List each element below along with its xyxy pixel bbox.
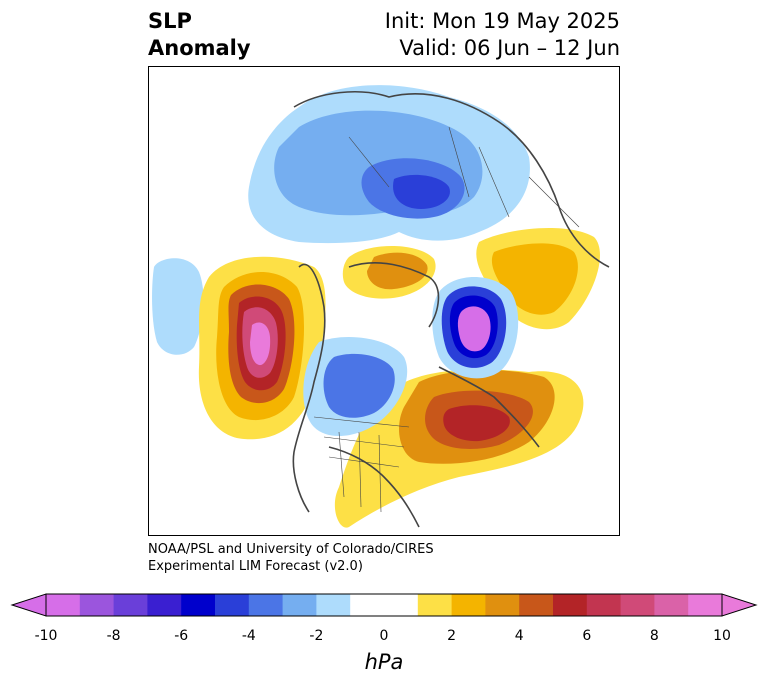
political-borders bbox=[313, 126, 580, 513]
colorbar-swatch bbox=[688, 594, 723, 616]
negative-anomaly-barents-core bbox=[457, 306, 491, 352]
colorbar-swatch bbox=[553, 594, 588, 616]
colorbar-arrow-left bbox=[10, 593, 47, 617]
colorbar-tick-label: 8 bbox=[649, 628, 659, 644]
valid-range: Valid: 06 Jun – 12 Jun bbox=[399, 36, 620, 60]
colorbar-arrow-right bbox=[721, 593, 758, 617]
title-right: Init: Mon 19 May 2025 Valid: 06 Jun – 12… bbox=[385, 8, 620, 62]
map-panel bbox=[148, 66, 620, 536]
anomaly-map bbox=[152, 85, 610, 528]
colorbar bbox=[10, 593, 758, 617]
positive-anomaly-pacific-core bbox=[250, 322, 271, 366]
colorbar-swatch bbox=[586, 594, 622, 616]
colorbar-swatch bbox=[417, 594, 453, 616]
colorbar-swatch bbox=[654, 594, 689, 616]
colorbar-tick-label: -6 bbox=[174, 628, 189, 644]
colorbar-swatch bbox=[451, 594, 486, 616]
colorbar-tick-label: 4 bbox=[514, 628, 524, 644]
colorbar-swatch bbox=[181, 594, 216, 616]
colorbar-outline bbox=[45, 593, 723, 617]
credit-line-1: NOAA/PSL and University of Colorado/CIRE… bbox=[148, 542, 434, 557]
negative-anomaly-north-america-2 bbox=[323, 353, 395, 418]
colorbar-tick-label: -4 bbox=[241, 628, 256, 644]
colorbar-swatch bbox=[282, 594, 317, 616]
colorbar-swatch bbox=[316, 594, 351, 616]
colorbar-swatch bbox=[79, 594, 115, 616]
negative-anomaly-pacific bbox=[152, 258, 204, 355]
colorbar-swatch bbox=[519, 594, 554, 616]
init-date: Init: Mon 19 May 2025 bbox=[384, 9, 620, 33]
colorbar-swatch bbox=[620, 594, 655, 616]
colorbar-tick-label: -10 bbox=[34, 628, 58, 644]
coastlines bbox=[292, 91, 610, 528]
colorbar-tick-label: -2 bbox=[309, 628, 324, 644]
colorbar-swatch bbox=[350, 594, 385, 616]
positive-anomaly-atlantic-core bbox=[443, 405, 510, 442]
title-left: SLP Anomaly bbox=[148, 8, 251, 62]
colorbar-swatch bbox=[248, 594, 284, 616]
title-variable: SLP bbox=[148, 9, 192, 33]
title-type: Anomaly bbox=[148, 36, 251, 60]
colorbar-tick-label: 2 bbox=[447, 628, 457, 644]
colorbar-swatch bbox=[215, 594, 250, 616]
colorbar-swatch bbox=[46, 594, 81, 616]
colorbar-unit: hPa bbox=[364, 650, 404, 674]
positive-anomaly-greenland-2 bbox=[367, 252, 428, 290]
colorbar-swatch bbox=[485, 594, 520, 616]
colorbar-swatch bbox=[384, 594, 419, 616]
negative-anomaly-north-center bbox=[393, 174, 450, 209]
credit-line-2: Experimental LIM Forecast (v2.0) bbox=[148, 559, 363, 574]
colorbar-tick-label: 0 bbox=[379, 628, 389, 644]
credit: NOAA/PSL and University of Colorado/CIRE… bbox=[148, 541, 434, 575]
colorbar-swatch bbox=[113, 594, 148, 616]
colorbar-tick-label: 6 bbox=[582, 628, 592, 644]
colorbar-tick-label: 10 bbox=[713, 628, 731, 644]
colorbar-tick-label: -8 bbox=[106, 628, 121, 644]
colorbar-swatch bbox=[147, 594, 182, 616]
